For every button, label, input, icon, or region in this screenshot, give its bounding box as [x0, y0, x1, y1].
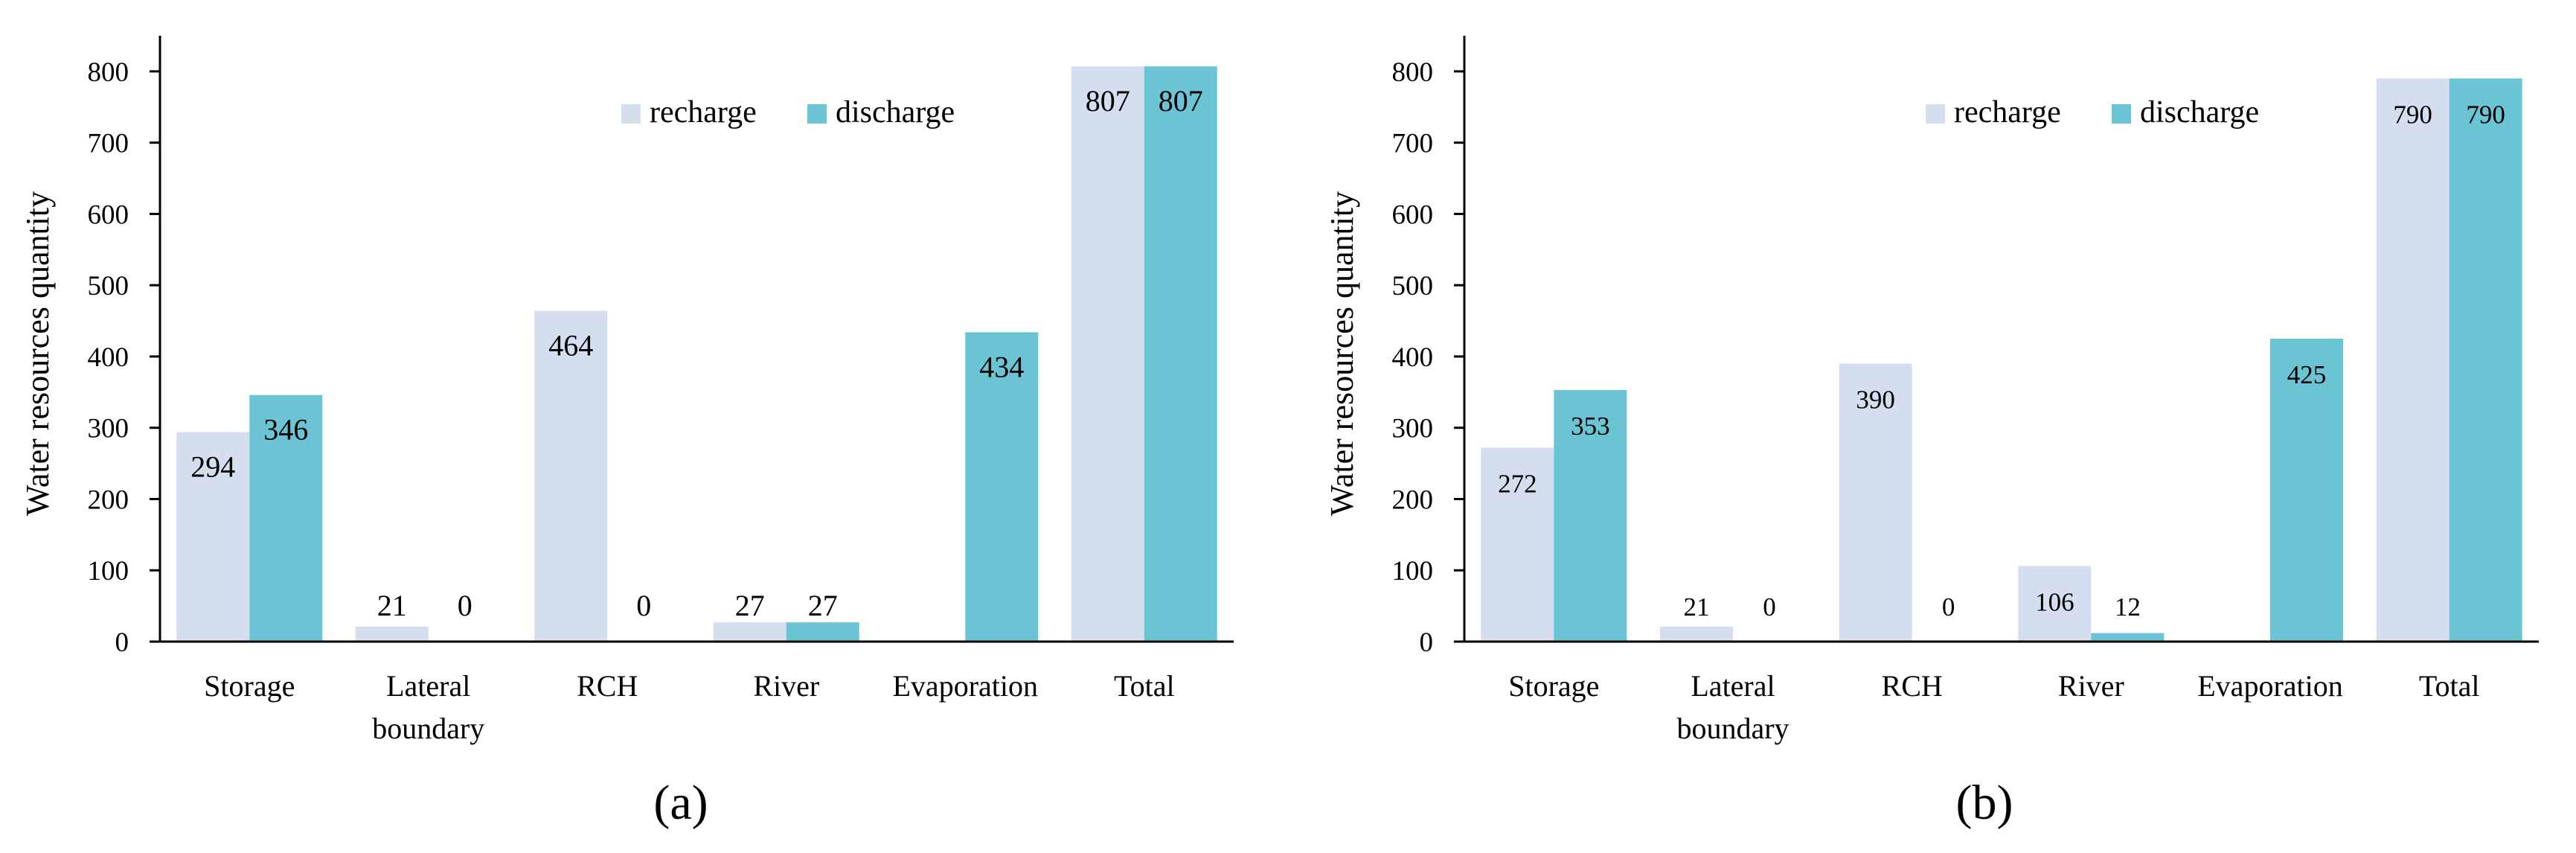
bar-recharge	[2018, 566, 2092, 642]
legend-label-discharge: discharge	[836, 95, 955, 130]
data-label: 0	[1763, 592, 1776, 622]
x-tick-label: boundary	[372, 712, 484, 745]
data-label: 790	[2393, 100, 2432, 129]
x-tick-label: RCH	[1882, 669, 1943, 703]
legend-swatch-recharge	[621, 104, 641, 124]
data-label: 0	[636, 589, 651, 622]
x-tick-label: Evaporation	[893, 669, 1039, 703]
y-tick-label: 400	[1392, 342, 1434, 373]
y-tick-label: 600	[88, 199, 129, 230]
x-tick-label: Total	[2419, 669, 2480, 703]
data-label: 346	[263, 413, 308, 447]
data-label: 294	[190, 450, 235, 483]
data-label: 0	[458, 589, 472, 622]
bar-discharge	[965, 332, 1039, 642]
data-label: 106	[2035, 587, 2074, 616]
y-tick-label: 300	[1392, 414, 1434, 444]
bar-recharge	[1839, 363, 1912, 642]
y-tick-label: 100	[88, 556, 129, 587]
legend-label-discharge: discharge	[2140, 95, 2259, 130]
y-tick-label: 0	[115, 627, 129, 658]
data-label: 434	[979, 350, 1024, 383]
legend-label-recharge: recharge	[1954, 95, 2061, 130]
data-label: 0	[1942, 592, 1955, 622]
x-tick-label: Storage	[204, 669, 295, 703]
data-label: 353	[1571, 412, 1610, 441]
data-label: 807	[1086, 84, 1130, 118]
y-tick-label: 400	[88, 342, 129, 373]
data-label: 790	[2466, 100, 2505, 129]
bar-recharge	[176, 432, 250, 642]
x-tick-label: Lateral	[1691, 669, 1775, 703]
bar-discharge	[2449, 78, 2522, 642]
bar-discharge	[1554, 389, 1627, 642]
y-axis-title: Water resources quantity	[19, 191, 56, 516]
bar-discharge	[249, 394, 323, 642]
data-label: 272	[1498, 470, 1537, 499]
legend-swatch-recharge	[1926, 104, 1945, 124]
x-tick-label: River	[2058, 669, 2124, 703]
x-tick-label: Evaporation	[2197, 669, 2343, 703]
y-tick-label: 500	[88, 271, 129, 301]
legend-label-recharge: recharge	[650, 95, 757, 130]
bar-recharge	[713, 622, 786, 642]
x-tick-label: Storage	[1508, 669, 1599, 703]
data-label: 464	[548, 329, 593, 362]
bar-discharge	[1144, 66, 1217, 642]
bar-discharge	[2270, 339, 2343, 642]
y-tick-label: 800	[1392, 57, 1434, 88]
legend-swatch-discharge	[807, 104, 827, 124]
legend-swatch-discharge	[2112, 104, 2131, 124]
x-tick-label: River	[753, 669, 819, 703]
chart-panel-2: 0 100 200 300 400 500 600 700 800 Water resources…	[1324, 36, 2539, 830]
data-label: 27	[735, 589, 765, 622]
y-tick-label: 300	[88, 414, 129, 444]
bar-discharge	[786, 622, 859, 642]
data-label: 21	[377, 589, 407, 622]
chart-caption: (a)	[653, 776, 708, 830]
x-tick-label: RCH	[577, 669, 638, 703]
data-label: 390	[1856, 386, 1895, 415]
bar-recharge	[1481, 447, 1554, 642]
bar-recharge	[1071, 66, 1144, 642]
bar-recharge	[534, 310, 608, 642]
data-label: 425	[2287, 360, 2327, 389]
data-label: 807	[1159, 84, 1203, 118]
y-axis-title: Water resources quantity	[1324, 191, 1360, 516]
x-tick-label: Lateral	[386, 669, 470, 703]
y-tick-label: 500	[1392, 271, 1434, 301]
y-tick-label: 200	[1392, 485, 1434, 515]
bar-recharge	[2376, 78, 2450, 642]
y-tick-label: 100	[1392, 556, 1434, 587]
chart-caption: (b)	[1956, 776, 2013, 830]
bar-discharge	[2091, 633, 2165, 642]
data-label: 27	[808, 589, 838, 622]
data-label: 21	[1684, 592, 1710, 622]
y-tick-label: 200	[88, 485, 129, 515]
data-label: 12	[2115, 592, 2141, 622]
y-tick-label: 800	[88, 57, 129, 88]
y-tick-label: 700	[1392, 129, 1434, 159]
x-tick-label: boundary	[1676, 712, 1789, 745]
chart-panel-1: 0 100 200 300 400 500 600 700 800 Water resources…	[19, 36, 1234, 830]
x-tick-label: Total	[1114, 669, 1175, 703]
y-tick-label: 700	[88, 129, 129, 159]
bar-recharge	[1660, 626, 1733, 642]
bar-recharge	[355, 626, 429, 642]
y-tick-label: 600	[1392, 199, 1434, 230]
y-tick-label: 0	[1420, 627, 1434, 658]
